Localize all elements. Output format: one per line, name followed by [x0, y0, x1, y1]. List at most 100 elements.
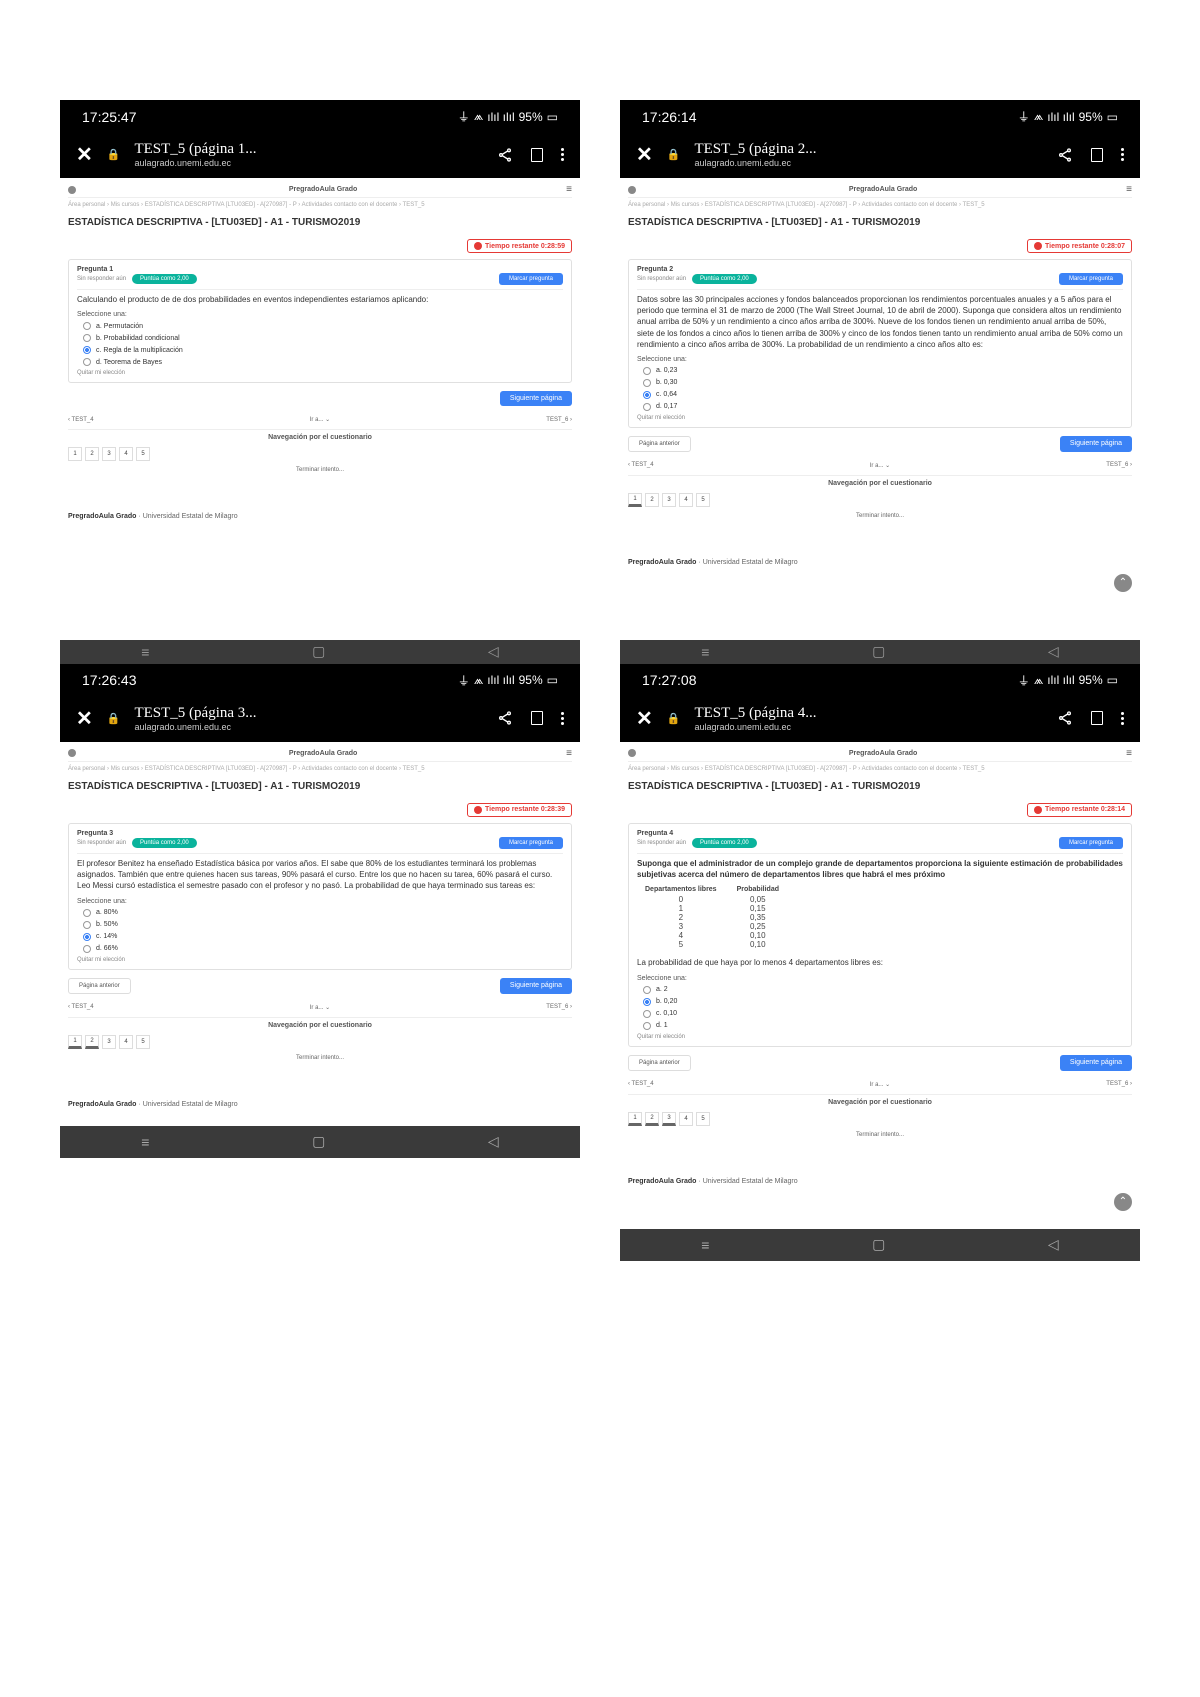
- back-icon[interactable]: ◁: [1048, 1236, 1059, 1253]
- option-c[interactable]: c. 14%: [83, 933, 563, 941]
- clear-selection[interactable]: Quitar mi elección: [77, 370, 563, 376]
- next-page-button[interactable]: Siguiente página: [500, 978, 572, 994]
- breadcrumb[interactable]: Área personal › Mis cursos › ESTADÍSTICA…: [628, 198, 1132, 212]
- option-a[interactable]: a. 80%: [83, 909, 563, 917]
- menu-icon[interactable]: [561, 712, 564, 725]
- option-d[interactable]: d. Teorema de Bayes: [83, 358, 563, 366]
- prev-page-button[interactable]: Página anterior: [68, 978, 131, 994]
- close-icon[interactable]: ✕: [636, 706, 653, 731]
- next-page-button[interactable]: Siguiente página: [500, 391, 572, 406]
- page-5[interactable]: 5: [696, 493, 710, 507]
- option-d[interactable]: d. 0,17: [643, 403, 1123, 411]
- close-icon[interactable]: ✕: [76, 142, 93, 167]
- page-2[interactable]: 2: [85, 447, 99, 461]
- prev-test-link[interactable]: ‹ TEST_4: [68, 1004, 94, 1010]
- clear-selection[interactable]: Quitar mi elección: [637, 415, 1123, 421]
- home-icon[interactable]: ▢: [872, 643, 885, 660]
- mark-button[interactable]: Marcar pregunta: [1059, 837, 1123, 849]
- option-b[interactable]: b. 50%: [83, 921, 563, 929]
- page-3[interactable]: 3: [102, 447, 116, 461]
- menu-icon[interactable]: [1121, 148, 1124, 161]
- option-d[interactable]: d. 1: [643, 1022, 1123, 1030]
- page-5[interactable]: 5: [696, 1112, 710, 1126]
- share-icon[interactable]: [1057, 147, 1073, 163]
- page-4[interactable]: 4: [679, 493, 693, 507]
- page-5[interactable]: 5: [136, 1035, 150, 1049]
- prev-test-link[interactable]: ‹ TEST_4: [68, 417, 94, 423]
- next-page-button[interactable]: Siguiente página: [1060, 436, 1132, 452]
- page-3[interactable]: 3: [662, 1112, 676, 1126]
- jump-select[interactable]: Ir a... ⌄: [310, 416, 330, 423]
- option-c[interactable]: c. 0,10: [643, 1010, 1123, 1018]
- next-test-link[interactable]: TEST_6 ›: [546, 417, 572, 423]
- share-icon[interactable]: [1057, 710, 1073, 726]
- share-icon[interactable]: [497, 710, 513, 726]
- next-test-link[interactable]: TEST_6 ›: [1106, 462, 1132, 468]
- url-box[interactable]: TEST_5 (página 4... aulagrado.unemi.edu.…: [694, 705, 1043, 732]
- option-a[interactable]: a. Permutación: [83, 322, 563, 330]
- prev-test-link[interactable]: ‹ TEST_4: [628, 462, 654, 468]
- prev-test-link[interactable]: ‹ TEST_4: [628, 1081, 654, 1087]
- clear-selection[interactable]: Quitar mi elección: [77, 957, 563, 963]
- close-icon[interactable]: ✕: [636, 142, 653, 167]
- option-c[interactable]: c. Regla de la multiplicación: [83, 346, 563, 354]
- option-d[interactable]: d. 66%: [83, 945, 563, 953]
- back-icon[interactable]: ◁: [488, 1133, 499, 1150]
- option-a[interactable]: a. 2: [643, 986, 1123, 994]
- prev-page-button[interactable]: Página anterior: [628, 1055, 691, 1071]
- menu-icon[interactable]: [1121, 712, 1124, 725]
- url-box[interactable]: TEST_5 (página 3... aulagrado.unemi.edu.…: [134, 705, 483, 732]
- home-icon[interactable]: ▢: [872, 1236, 885, 1253]
- finish-link[interactable]: Terminar intento...: [68, 1055, 572, 1061]
- back-icon[interactable]: ◁: [488, 643, 499, 660]
- finish-link[interactable]: Terminar intento...: [68, 467, 572, 473]
- page-2[interactable]: 2: [645, 1112, 659, 1126]
- finish-link[interactable]: Terminar intento...: [628, 513, 1132, 519]
- clear-selection[interactable]: Quitar mi elección: [637, 1034, 1123, 1040]
- next-test-link[interactable]: TEST_6 ›: [1106, 1081, 1132, 1087]
- home-icon[interactable]: ▢: [312, 1133, 325, 1150]
- option-a[interactable]: a. 0,23: [643, 367, 1123, 375]
- jump-select[interactable]: Ir a... ⌄: [310, 1004, 330, 1011]
- page-1[interactable]: 1: [628, 493, 642, 507]
- mark-button[interactable]: Marcar pregunta: [499, 273, 563, 285]
- breadcrumb[interactable]: Área personal › Mis cursos › ESTADÍSTICA…: [68, 762, 572, 776]
- mark-button[interactable]: Marcar pregunta: [1059, 273, 1123, 285]
- recent-icon[interactable]: ≡: [701, 644, 709, 660]
- jump-select[interactable]: Ir a... ⌄: [870, 462, 890, 469]
- bookmark-icon[interactable]: [1091, 148, 1103, 162]
- page-4[interactable]: 4: [119, 1035, 133, 1049]
- hamburger-icon[interactable]: ≡: [566, 748, 572, 759]
- bookmark-icon[interactable]: [1091, 711, 1103, 725]
- option-b[interactable]: b. 0,30: [643, 379, 1123, 387]
- hamburger-icon[interactable]: ≡: [1126, 748, 1132, 759]
- next-page-button[interactable]: Siguiente página: [1060, 1055, 1132, 1071]
- page-3[interactable]: 3: [662, 493, 676, 507]
- page-2[interactable]: 2: [645, 493, 659, 507]
- page-3[interactable]: 3: [102, 1035, 116, 1049]
- breadcrumb[interactable]: Área personal › Mis cursos › ESTADÍSTICA…: [68, 198, 572, 212]
- url-box[interactable]: TEST_5 (página 1... aulagrado.unemi.edu.…: [134, 141, 483, 168]
- page-1[interactable]: 1: [68, 447, 82, 461]
- recent-icon[interactable]: ≡: [701, 1237, 709, 1253]
- breadcrumb[interactable]: Área personal › Mis cursos › ESTADÍSTICA…: [628, 762, 1132, 776]
- bookmark-icon[interactable]: [531, 711, 543, 725]
- option-b[interactable]: b. Probabilidad condicional: [83, 334, 563, 342]
- page-5[interactable]: 5: [136, 447, 150, 461]
- page-2[interactable]: 2: [85, 1035, 99, 1049]
- hamburger-icon[interactable]: ≡: [566, 184, 572, 195]
- prev-page-button[interactable]: Página anterior: [628, 436, 691, 452]
- scroll-top-icon[interactable]: ⌃: [1114, 1193, 1132, 1211]
- recent-icon[interactable]: ≡: [141, 644, 149, 660]
- option-c[interactable]: c. 0,64: [643, 391, 1123, 399]
- url-box[interactable]: TEST_5 (página 2... aulagrado.unemi.edu.…: [694, 141, 1043, 168]
- jump-select[interactable]: Ir a... ⌄: [870, 1081, 890, 1088]
- next-test-link[interactable]: TEST_6 ›: [546, 1004, 572, 1010]
- home-icon[interactable]: ▢: [312, 643, 325, 660]
- close-icon[interactable]: ✕: [76, 706, 93, 731]
- finish-link[interactable]: Terminar intento...: [628, 1132, 1132, 1138]
- scroll-top-icon[interactable]: ⌃: [1114, 574, 1132, 592]
- page-1[interactable]: 1: [68, 1035, 82, 1049]
- page-4[interactable]: 4: [679, 1112, 693, 1126]
- page-4[interactable]: 4: [119, 447, 133, 461]
